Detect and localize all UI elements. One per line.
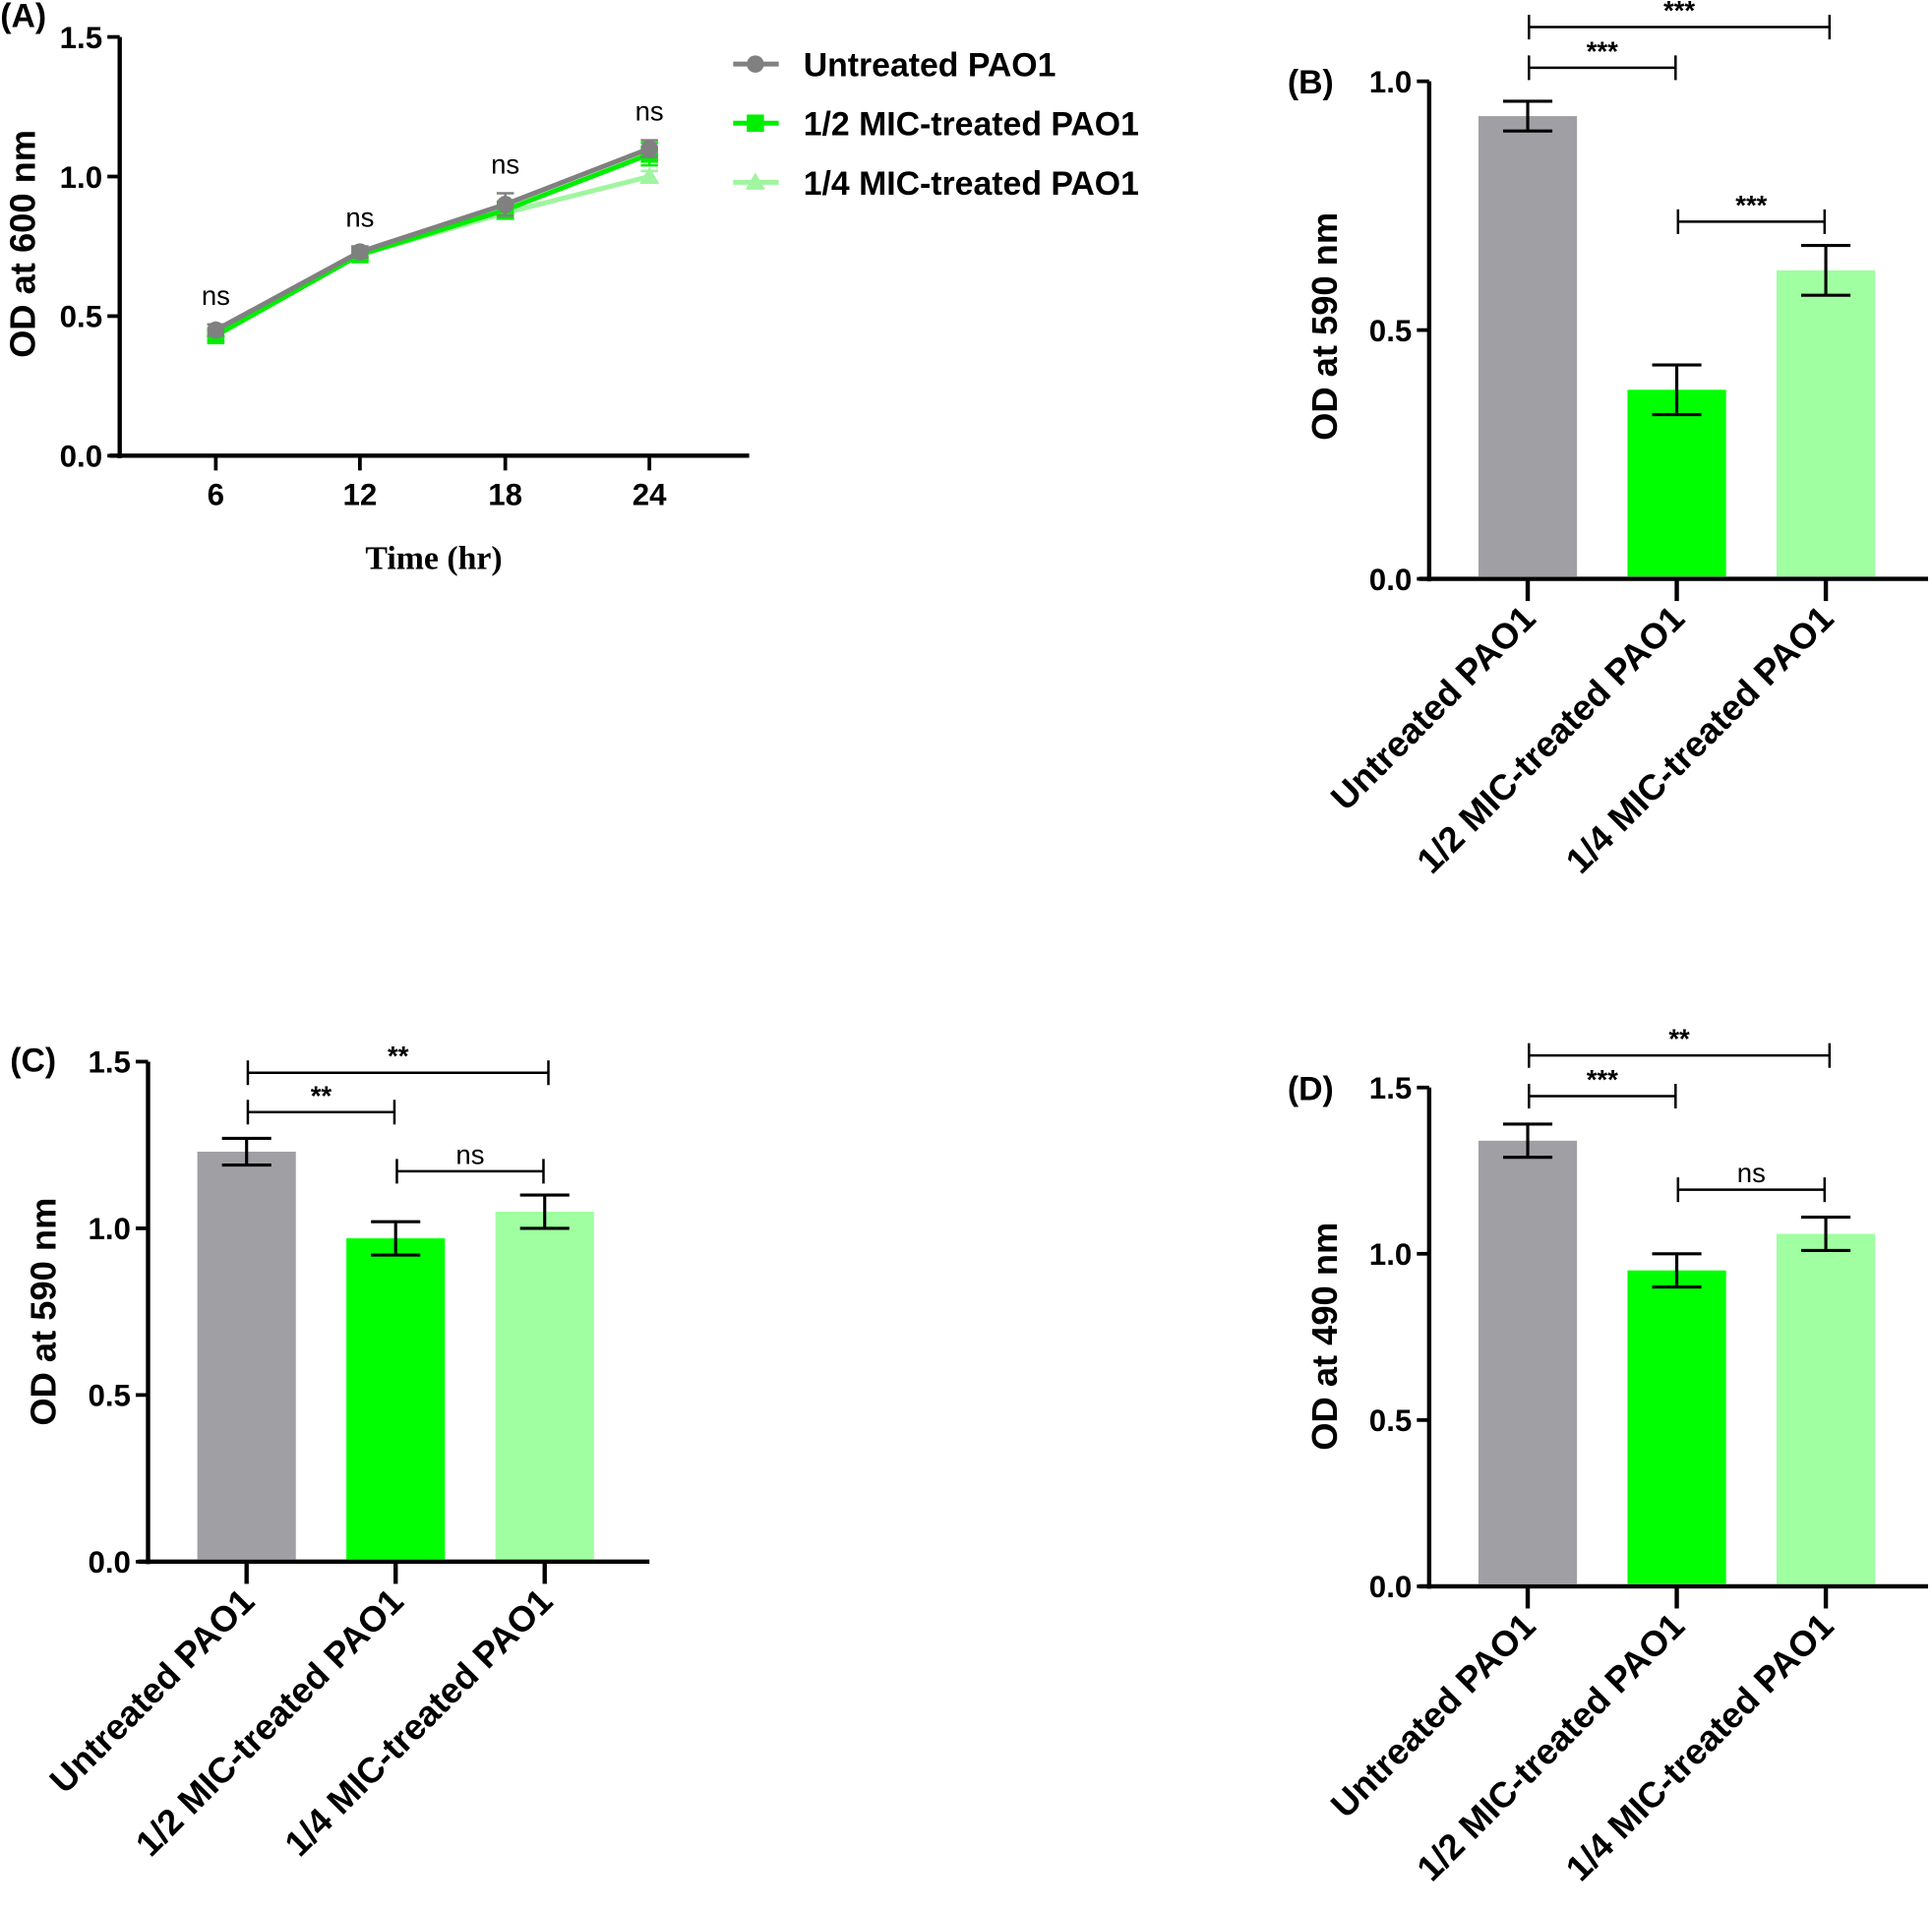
y-tick-label: 1.5	[88, 1045, 131, 1080]
x-tick-label: 18	[488, 477, 522, 511]
significance-label: ns	[1737, 1158, 1766, 1188]
significance-label: ns	[635, 96, 664, 127]
significance-bracket: ns	[1676, 1158, 1827, 1203]
legend-item: 1/2 MIC-treated PAO1	[733, 106, 1139, 144]
bar	[1776, 269, 1876, 577]
significance-bracket: ***	[1528, 0, 1832, 40]
panel-label: (D)	[1288, 1070, 1334, 1107]
significance-bracket: ns	[395, 1139, 545, 1184]
y-tick-label: 0.5	[60, 300, 103, 334]
significance-label: **	[388, 1041, 409, 1071]
bar	[1478, 116, 1578, 577]
data-point	[640, 140, 658, 157]
y-tick-label: 1.0	[1369, 65, 1413, 99]
bar	[197, 1151, 296, 1560]
data-point	[351, 243, 369, 261]
category-label: 1/2 MIC-treated PAO1	[1409, 598, 1692, 881]
significance-label: ns	[491, 149, 519, 179]
legend-marker	[745, 172, 765, 190]
bar	[1627, 1270, 1726, 1584]
category-label: 1/4 MIC-treated PAO1	[1558, 598, 1841, 881]
y-tick-label: 1.5	[60, 21, 103, 55]
y-tick-label: 0.0	[60, 440, 103, 474]
significance-label: ***	[1663, 0, 1695, 26]
series-line	[214, 174, 650, 332]
legend-item: 1/4 MIC-treated PAO1	[733, 165, 1139, 203]
x-axis-label: Time (hr)	[365, 541, 502, 577]
significance-label: ns	[455, 1139, 484, 1169]
legend-marker	[747, 114, 764, 132]
series-line	[214, 151, 651, 338]
y-tick-label: 0.0	[1369, 1570, 1413, 1604]
significance-bracket: **	[1528, 1024, 1832, 1068]
legend-label: Untreated PAO1	[804, 47, 1057, 85]
y-tick-label: 0.0	[88, 1545, 131, 1580]
significance-label: **	[311, 1080, 332, 1110]
panel-label: (C)	[10, 1042, 56, 1079]
data-point	[639, 166, 660, 185]
y-axis-label: OD at 590 nm	[24, 1198, 64, 1426]
legend-label: 1/2 MIC-treated PAO1	[804, 106, 1139, 144]
bar	[1776, 1233, 1876, 1584]
x-tick-label: 12	[342, 477, 377, 511]
y-tick-label: 1.5	[1369, 1071, 1413, 1105]
significance-bracket: ***	[1528, 35, 1677, 81]
bar	[495, 1211, 594, 1560]
significance-label: **	[1668, 1024, 1690, 1054]
panel-label: (A)	[0, 0, 46, 35]
panel-a: (A) 0.0 0.5 1.0 1.5 OD at 600 nm 6 12 18 24 Time (…	[0, 0, 1139, 577]
bar	[1478, 1140, 1578, 1584]
significance-bracket: **	[246, 1080, 396, 1125]
series-2	[206, 166, 660, 338]
y-tick-label: 0.0	[1369, 563, 1413, 597]
y-tick-label: 1.0	[88, 1212, 131, 1246]
significance-label: ***	[1587, 1064, 1618, 1095]
x-tick-label: 6	[208, 477, 224, 511]
significance-bracket: **	[246, 1041, 550, 1086]
significance-label: ns	[202, 280, 230, 311]
significance-label: ***	[1587, 35, 1618, 66]
y-tick-label: 0.5	[88, 1379, 131, 1413]
significance-label: ns	[345, 202, 374, 232]
y-axis-label: OD at 490 nm	[1304, 1223, 1345, 1451]
x-tick-label: 24	[633, 477, 667, 511]
y-axis-label: OD at 590 nm	[1304, 212, 1345, 441]
legend-marker	[747, 55, 764, 73]
significance-bracket: ***	[1528, 1064, 1677, 1109]
y-axis-label: OD at 600 nm	[2, 130, 42, 358]
data-point	[496, 196, 514, 213]
y-tick-label: 1.0	[60, 160, 103, 195]
significance-bracket: ***	[1676, 190, 1827, 234]
y-tick-label: 0.5	[1369, 1403, 1413, 1438]
bar	[346, 1238, 446, 1560]
y-tick-label: 1.0	[1369, 1237, 1413, 1272]
legend-label: 1/4 MIC-treated PAO1	[804, 165, 1139, 203]
data-point	[207, 321, 225, 339]
category-label: 1/4 MIC-treated PAO1	[276, 1581, 560, 1864]
category-label: 1/2 MIC-treated PAO1	[128, 1581, 411, 1864]
y-tick-label: 0.5	[1369, 314, 1413, 348]
series-line	[214, 146, 651, 332]
bar	[1627, 389, 1726, 577]
panel-label: (B)	[1288, 64, 1334, 101]
significance-label: ***	[1735, 190, 1767, 220]
category-label: 1/2 MIC-treated PAO1	[1409, 1605, 1692, 1888]
series-0	[207, 139, 658, 339]
legend-item: Untreated PAO1	[733, 47, 1056, 85]
category-label: 1/4 MIC-treated PAO1	[1558, 1605, 1841, 1888]
